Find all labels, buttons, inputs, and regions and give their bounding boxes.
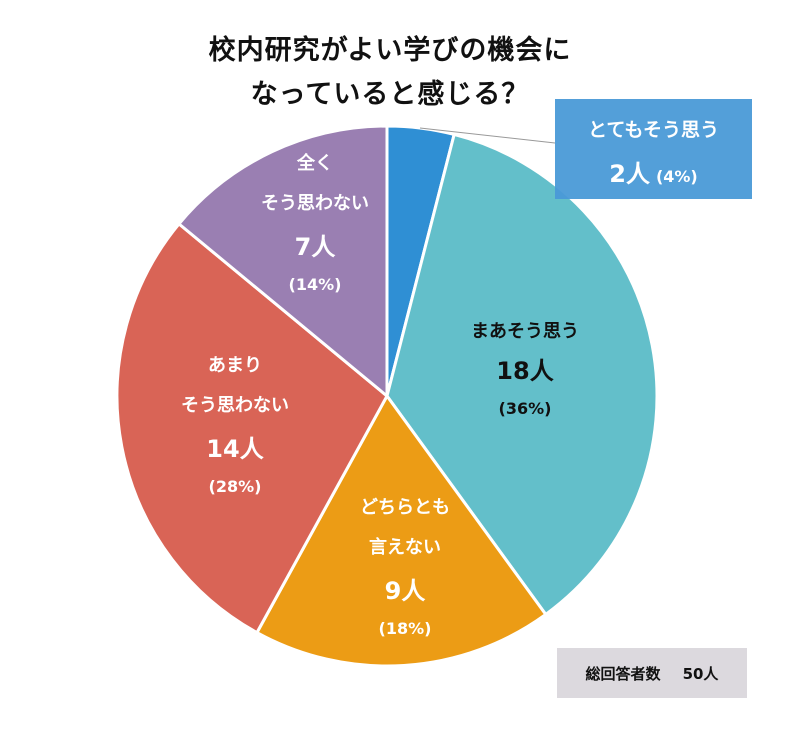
total-value: 50人	[682, 664, 719, 683]
total-label: 総回答者数	[585, 664, 661, 683]
category-label-line2: そう思わない	[181, 395, 289, 416]
slice-somewhat-agree	[385, 132, 659, 616]
count-label: 18人	[496, 357, 554, 385]
chart-title-line2: なっていると感じる？	[250, 79, 530, 110]
slice-label-not-much: あまり そう思わない 14人 (28%)	[155, 348, 315, 504]
slice-not-at-all	[177, 124, 389, 398]
slice-label-neutral: どちらとも 言えない 9人 (18%)	[325, 490, 485, 646]
percent-label: (36%)	[498, 399, 552, 418]
category-label: とてもそう思う	[587, 119, 720, 141]
slice-label-not-at-all: 全く そう思わない 7人 (14%)	[235, 146, 395, 302]
chart-title-line1: 校内研究がよい学びの機会に	[208, 35, 572, 66]
category-label-line2: そう思わない	[261, 193, 369, 214]
category-label-line1: どちらとも	[360, 497, 450, 518]
slice-label-somewhat-agree: まあそう思う 18人 (36%)	[440, 314, 610, 426]
percent-label: (4%)	[655, 167, 698, 186]
percent-label: (14%)	[288, 275, 342, 294]
count-label: 2人	[609, 160, 650, 188]
slice-not-much	[115, 222, 389, 635]
percent-label: (28%)	[208, 477, 262, 496]
total-respondents-box: 総回答者数 50人	[557, 648, 747, 698]
count-label: 14人	[206, 435, 264, 463]
category-label-line1: あまり	[208, 355, 262, 376]
category-label-line1: 全く	[297, 153, 333, 174]
callout-strongly-agree: とてもそう思う 2人 (4%)	[555, 99, 752, 199]
count-label: 9人	[384, 577, 426, 605]
category-label: まあそう思う	[471, 321, 579, 342]
slice-neutral	[255, 394, 548, 668]
callout-leader-line	[419, 127, 556, 144]
count-label: 7人	[294, 233, 336, 261]
percent-label: (18%)	[378, 619, 432, 638]
category-label-line2: 言えない	[369, 537, 441, 558]
